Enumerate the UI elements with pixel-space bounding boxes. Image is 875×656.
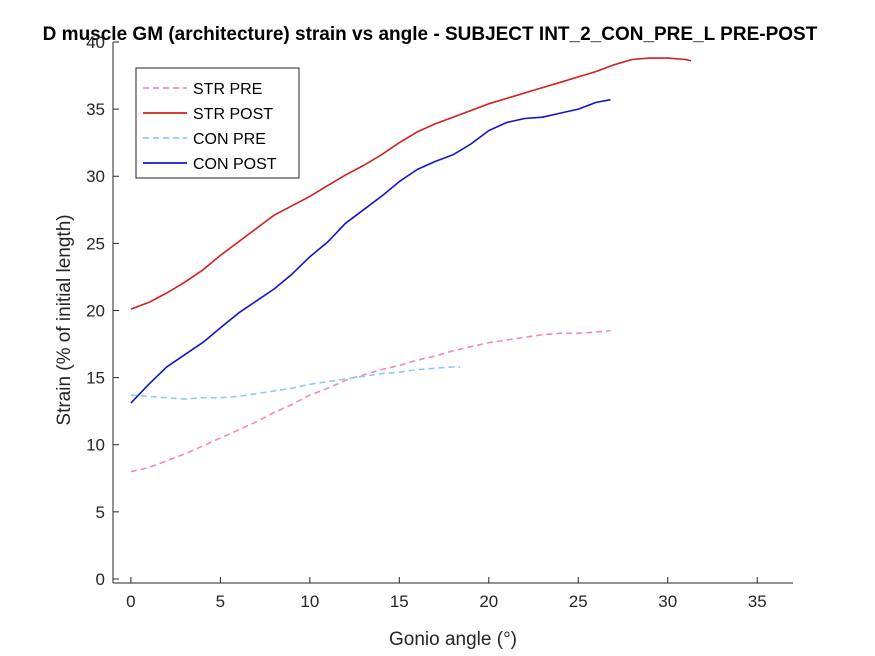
- y-tick-label: 15: [86, 369, 105, 388]
- x-tick-label: 5: [216, 592, 225, 611]
- legend: STR PRE STR POST CON PRE CON POST: [135, 67, 300, 179]
- legend-box: [135, 67, 300, 179]
- y-axis-title: Strain (% of initial length): [54, 214, 75, 425]
- x-axis-title: Gonio angle (°): [389, 629, 517, 650]
- series-line-str-pre: [130, 329, 611, 473]
- y-tick-label: 35: [86, 100, 105, 119]
- y-tick-label: 25: [86, 234, 105, 253]
- legend-label: CON PRE: [193, 131, 266, 148]
- y-tick-label: 0: [96, 570, 105, 589]
- series-line-con-pre: [130, 366, 461, 400]
- axes: [112, 42, 793, 584]
- x-tick-label: 30: [658, 592, 677, 611]
- x-tick-label: 10: [300, 592, 319, 611]
- y-tick-label: 10: [86, 436, 105, 455]
- series-line-str-post: [130, 57, 692, 310]
- legend-label: STR PRE: [193, 81, 262, 98]
- y-tick-label: 30: [86, 167, 105, 186]
- x-tick-label: 25: [569, 592, 588, 611]
- x-tick-label: 20: [479, 592, 498, 611]
- series-line-con-post: [130, 98, 611, 404]
- y-tick-label: 40: [86, 33, 105, 52]
- legend-label: STR POST: [193, 106, 273, 123]
- y-tick-label: 20: [86, 301, 105, 320]
- x-ticks: 0 5 10 15 20 25 30 35: [126, 577, 767, 611]
- x-tick-label: 15: [390, 592, 409, 611]
- x-tick-label: 0: [126, 592, 135, 611]
- plot-area: [130, 57, 692, 473]
- y-tick-label: 5: [96, 503, 105, 522]
- x-tick-label: 35: [748, 592, 767, 611]
- legend-label: CON POST: [193, 156, 277, 173]
- y-ticks: 0 5 10 15 20 25 30 35 40: [86, 33, 119, 589]
- chart-title: D muscle GM (architecture) strain vs ang…: [43, 24, 818, 45]
